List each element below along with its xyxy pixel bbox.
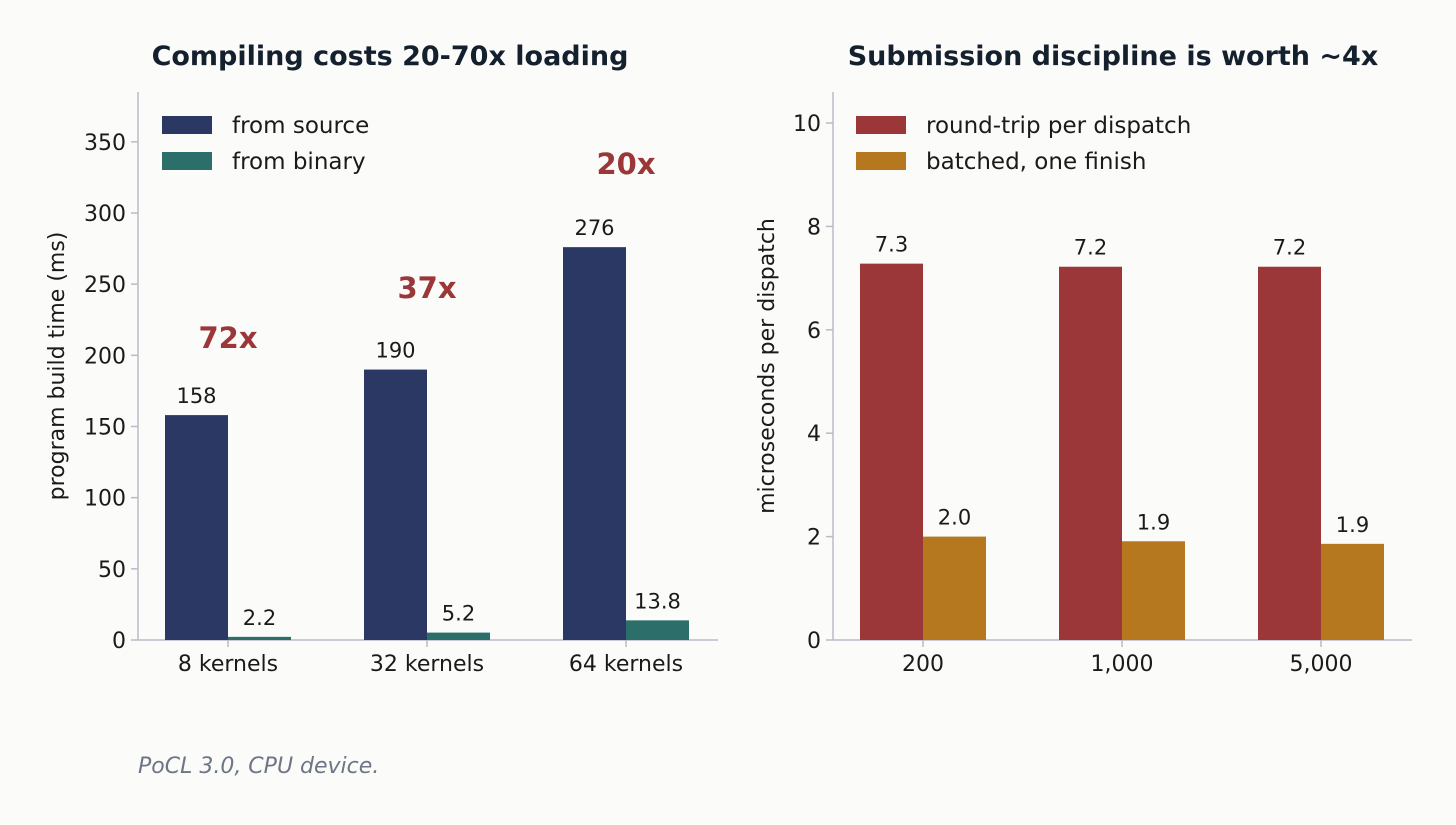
chart2-x-tick-label: 1,000 <box>1091 652 1154 677</box>
chart1-x-tick-label: 8 kernels <box>178 652 278 677</box>
chart1-data-label: 5.2 <box>442 602 475 626</box>
chart2-y-tick-label: 8 <box>807 215 821 240</box>
chart1-y-axis-label: program build time (ms) <box>45 232 70 501</box>
chart2-bar-series1 <box>860 263 923 640</box>
chart2-bar-series1 <box>1258 266 1321 640</box>
chart1-ratio-annotation: 20x <box>596 147 655 181</box>
chart2-legend-label: round-trip per dispatch <box>926 113 1191 139</box>
chart2-x-tick-label: 5,000 <box>1290 652 1353 677</box>
chart2-bar-series2 <box>1122 541 1185 640</box>
chart2-y-tick-label: 10 <box>793 112 821 137</box>
chart1-y-tick-label: 50 <box>98 558 126 583</box>
chart1-legend-label: from binary <box>232 149 366 175</box>
chart2-legend-swatch <box>856 116 906 134</box>
chart1-ratio-annotation: 72x <box>198 321 257 355</box>
chart1-y-tick-label: 350 <box>84 131 126 156</box>
chart2-bar-series1 <box>1059 266 1122 640</box>
chart2-y-tick-label: 2 <box>807 526 821 551</box>
chart2-data-label: 1.9 <box>1336 513 1369 537</box>
chart1-data-label: 158 <box>176 384 216 408</box>
chart1-data-label: 2.2 <box>243 606 276 630</box>
chart1-legend-swatch <box>162 152 212 170</box>
chart1-x-tick-label: 64 kernels <box>569 652 683 677</box>
chart1-ratio-annotation: 37x <box>397 271 456 305</box>
chart2-y-tick-label: 4 <box>807 422 821 447</box>
chart1-title: Compiling costs 20-70x loading <box>152 41 629 72</box>
chart2-bar-series2 <box>1321 543 1384 640</box>
chart2-y-tick-label: 6 <box>807 319 821 344</box>
chart2-x-tick-label: 200 <box>902 652 944 677</box>
chart1-y-tick-label: 150 <box>84 415 126 440</box>
chart1-legend-swatch <box>162 116 212 134</box>
chart1-bar-series2 <box>427 632 490 640</box>
chart1-y-tick-label: 100 <box>84 487 126 512</box>
chart2-bar-series2 <box>923 536 986 640</box>
chart1-data-label: 190 <box>375 339 415 363</box>
chart1-bar-series2 <box>626 620 689 640</box>
chart1-bar-series1 <box>563 247 626 640</box>
chart2-legend-swatch <box>856 152 906 170</box>
chart2-title: Submission discipline is worth ~4x <box>848 41 1379 72</box>
chart2-y-axis-label: microseconds per dispatch <box>755 218 780 514</box>
chart2-data-label: 7.2 <box>1074 236 1107 260</box>
chart1-data-label: 276 <box>574 216 614 240</box>
chart1-bar-series2 <box>228 636 291 640</box>
chart1-y-tick-label: 300 <box>84 202 126 227</box>
chart2-data-label: 7.2 <box>1273 236 1306 260</box>
chart2-data-label: 2.0 <box>938 506 971 530</box>
chart1-legend-label: from source <box>232 113 369 139</box>
figure-caption: PoCL 3.0, CPU device. <box>138 754 380 779</box>
chart1-bar-series1 <box>364 369 427 640</box>
chart2-legend-label: batched, one finish <box>926 149 1146 175</box>
chart1-bar-series1 <box>165 415 228 640</box>
chart1-y-tick-label: 200 <box>84 344 126 369</box>
chart1-y-tick-label: 250 <box>84 273 126 298</box>
chart2-y-tick-label: 0 <box>807 629 821 654</box>
chart2-data-label: 1.9 <box>1137 510 1170 534</box>
chart1-x-tick-label: 32 kernels <box>370 652 484 677</box>
chart1-data-label: 13.8 <box>634 589 681 613</box>
chart2-data-label: 7.3 <box>875 233 908 257</box>
chart1-y-tick-label: 0 <box>112 629 126 654</box>
